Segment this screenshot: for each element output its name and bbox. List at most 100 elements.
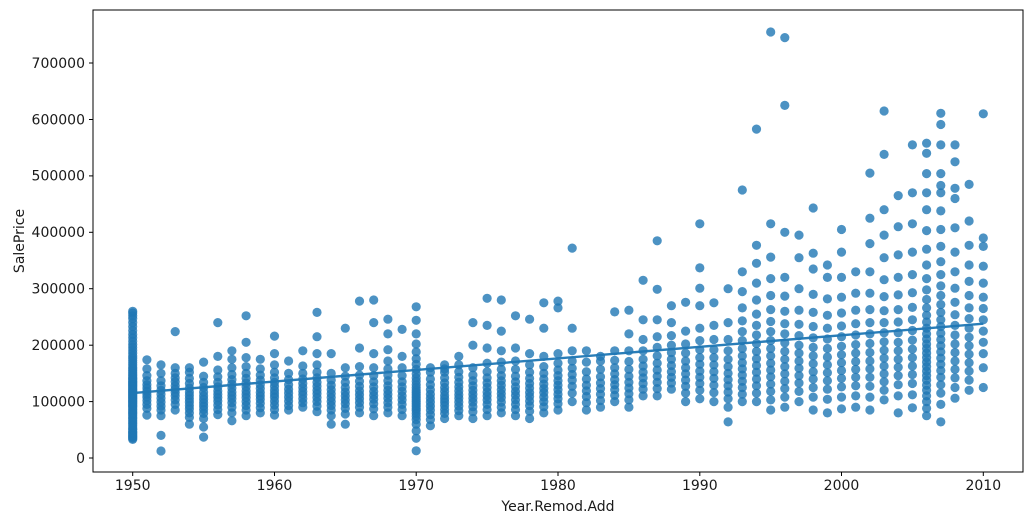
- data-point: [822, 408, 833, 418]
- data-point: [681, 348, 691, 358]
- data-point: [780, 227, 790, 237]
- data-point: [766, 365, 776, 375]
- data-point: [922, 205, 932, 215]
- data-point: [723, 284, 733, 294]
- data-point: [822, 272, 833, 282]
- data-point: [822, 310, 833, 320]
- data-point: [666, 331, 677, 341]
- data-point: [865, 372, 875, 382]
- data-point: [964, 290, 974, 301]
- data-point: [411, 426, 421, 436]
- data-point: [836, 308, 847, 318]
- data-point: [184, 363, 194, 373]
- data-point: [298, 346, 308, 356]
- data-point: [978, 278, 988, 288]
- data-point: [822, 368, 833, 378]
- data-point: [269, 349, 280, 359]
- data-point: [567, 363, 577, 373]
- data-point: [496, 364, 506, 374]
- data-point: [553, 303, 563, 313]
- data-point: [936, 180, 946, 191]
- data-point: [922, 303, 932, 313]
- data-point: [652, 358, 662, 368]
- data-point: [780, 369, 790, 379]
- data-point: [922, 260, 932, 270]
- data-point: [369, 411, 379, 421]
- data-point: [780, 354, 790, 364]
- data-point: [893, 250, 903, 260]
- data-point: [879, 306, 889, 316]
- data-point: [865, 267, 875, 277]
- data-point: [156, 368, 166, 378]
- data-point: [794, 319, 804, 329]
- data-point: [411, 315, 421, 325]
- data-point: [865, 392, 875, 402]
- data-point: [780, 362, 790, 372]
- data-point: [794, 348, 804, 358]
- y-tick-label: 400000: [32, 225, 85, 241]
- data-point: [255, 364, 265, 374]
- data-point: [893, 290, 903, 300]
- data-point: [766, 372, 776, 382]
- data-point: [936, 417, 946, 427]
- data-point: [652, 236, 662, 246]
- data-point: [950, 347, 960, 358]
- data-point: [199, 357, 209, 367]
- axis-ticks-layer: 1950 1960 1970 1980 1990 2000 2010 0 100000 20000…: [32, 56, 1002, 494]
- data-point: [737, 351, 747, 361]
- data-point: [978, 303, 988, 314]
- data-point: [567, 356, 577, 366]
- data-point: [978, 349, 988, 359]
- data-point: [468, 413, 478, 424]
- data-point: [624, 305, 634, 315]
- data-point: [950, 364, 960, 374]
- data-point: [907, 140, 918, 150]
- data-point: [936, 281, 946, 291]
- data-point: [709, 388, 719, 398]
- data-point: [836, 373, 847, 383]
- data-point: [794, 371, 804, 381]
- data-point: [936, 388, 946, 398]
- data-point: [567, 346, 577, 356]
- data-point: [652, 365, 662, 375]
- data-point: [326, 349, 336, 359]
- data-point: [737, 389, 747, 399]
- data-point: [766, 305, 776, 315]
- data-point: [539, 323, 549, 333]
- data-point: [397, 351, 407, 361]
- data-point: [964, 358, 974, 368]
- data-point: [695, 394, 705, 404]
- data-point: [879, 149, 889, 159]
- data-point: [652, 284, 662, 294]
- data-point: [227, 369, 237, 380]
- data-point: [879, 292, 889, 302]
- data-point: [681, 397, 691, 407]
- data-point: [879, 353, 889, 363]
- data-point: [978, 233, 988, 243]
- data-point: [950, 297, 960, 307]
- data-point: [808, 321, 818, 332]
- data-point: [510, 371, 521, 381]
- data-point: [950, 339, 960, 349]
- data-point: [907, 378, 918, 389]
- data-point: [978, 363, 988, 373]
- data-point: [695, 263, 705, 273]
- data-point: [354, 343, 365, 353]
- data-point: [766, 219, 776, 229]
- data-point: [227, 363, 237, 373]
- data-point: [326, 419, 336, 429]
- data-point: [780, 329, 790, 339]
- data-point: [907, 315, 918, 325]
- data-point: [681, 326, 691, 336]
- data-point: [737, 343, 747, 354]
- data-point: [340, 323, 350, 333]
- data-point: [709, 373, 719, 383]
- data-point: [865, 347, 875, 358]
- data-point: [397, 371, 407, 381]
- data-point: [298, 361, 308, 371]
- scatter-points-layer: [128, 27, 988, 456]
- data-point: [865, 364, 875, 374]
- data-point: [766, 405, 776, 415]
- data-point: [936, 241, 946, 251]
- data-point: [525, 367, 535, 377]
